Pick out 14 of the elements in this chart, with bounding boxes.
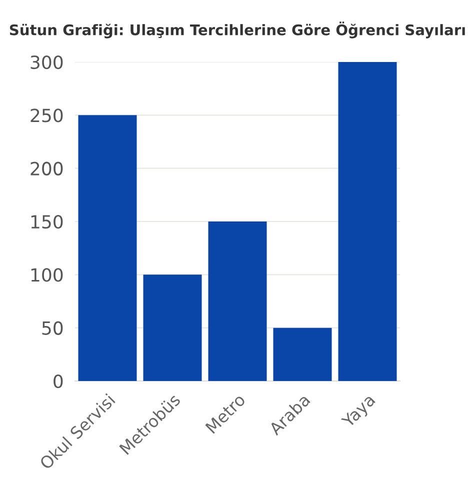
bar xyxy=(143,274,202,381)
bar xyxy=(78,115,137,381)
y-tick-label: 100 xyxy=(31,268,63,282)
y-tick-label: 0 xyxy=(54,374,63,388)
y-tick-label: 50 xyxy=(42,321,63,335)
bar xyxy=(273,328,332,381)
y-tick-label: 200 xyxy=(30,162,63,176)
bar xyxy=(208,222,267,381)
y-tick-label: 150 xyxy=(31,214,63,229)
x-tick-label: Yaya xyxy=(340,394,378,431)
bar xyxy=(338,62,397,381)
y-tick-label: 250 xyxy=(30,108,63,122)
y-tick-label: 300 xyxy=(30,55,63,70)
chart-title: Sütun Grafiği: Ulaşım Tercihlerine Göre Öğrenci Sayıları xyxy=(10,22,465,38)
